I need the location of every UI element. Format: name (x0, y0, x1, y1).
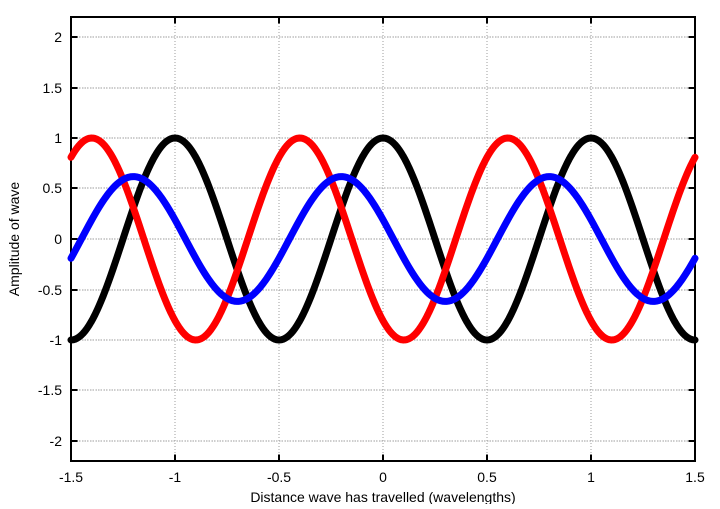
svg-text:-1: -1 (169, 469, 182, 485)
svg-text:0.5: 0.5 (43, 180, 63, 196)
svg-text:1: 1 (54, 130, 62, 146)
svg-text:-0.5: -0.5 (38, 282, 62, 298)
svg-text:1: 1 (587, 469, 595, 485)
svg-text:0: 0 (379, 469, 387, 485)
svg-text:-2: -2 (50, 433, 63, 449)
svg-text:-0.5: -0.5 (267, 469, 291, 485)
svg-text:2: 2 (54, 29, 62, 45)
svg-text:-1: -1 (50, 332, 63, 348)
svg-text:-1.5: -1.5 (59, 469, 83, 485)
svg-text:0: 0 (54, 231, 62, 247)
svg-text:0.5: 0.5 (477, 469, 497, 485)
svg-text:Distance wave has travelled (w: Distance wave has travelled (wavelengths… (250, 489, 515, 504)
svg-text:Amplitude of wave: Amplitude of wave (6, 182, 22, 297)
svg-text:1.5: 1.5 (685, 469, 705, 485)
svg-text:-1.5: -1.5 (38, 382, 62, 398)
svg-text:1.5: 1.5 (43, 80, 63, 96)
